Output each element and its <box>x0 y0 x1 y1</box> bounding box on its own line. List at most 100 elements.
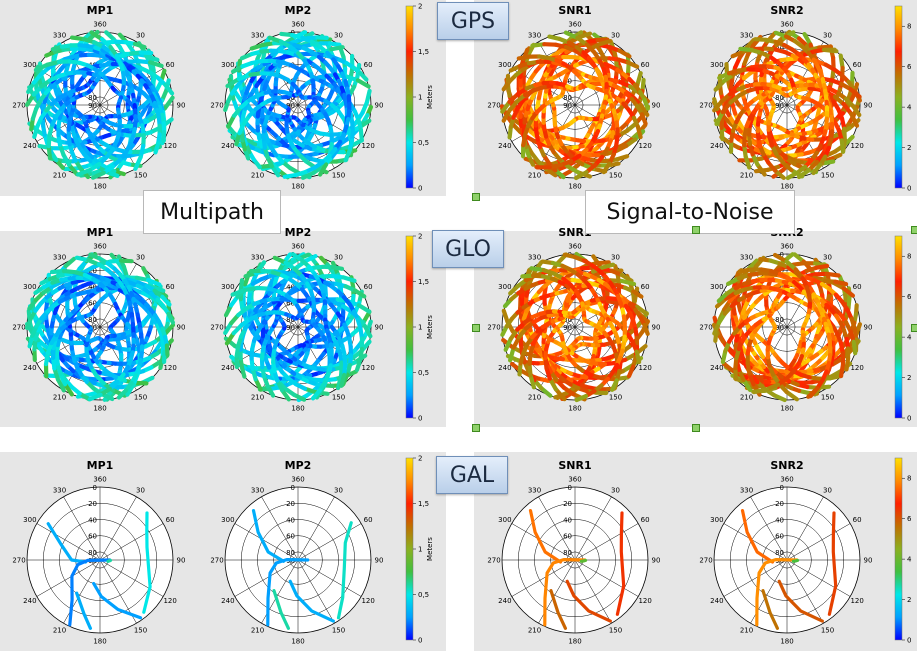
radial-tick-label: 60 <box>88 300 97 308</box>
azimuth-spoke <box>99 263 137 328</box>
azimuth-tick-label: 60 <box>166 283 175 291</box>
azimuth-tick-label: 150 <box>609 172 622 180</box>
satellite-track-segment <box>163 95 175 111</box>
skyplot-gps-snr1: SNR1360306090120150180210240270300330908… <box>487 4 660 191</box>
radial-tick-label: 80 <box>563 94 572 102</box>
satellite-track-segment <box>817 44 834 50</box>
azimuth-tick-label: 120 <box>361 364 374 372</box>
azimuth-tick-label: 270 <box>210 324 223 332</box>
azimuth-tick-label: 360 <box>568 243 581 251</box>
radial-tick-label: 80 <box>88 94 97 102</box>
skyplot-glo-mp1: MP13603060901201501802102402703003309080… <box>12 226 185 413</box>
azimuth-tick-label: 270 <box>487 102 500 110</box>
azimuth-tick-label: 360 <box>780 21 793 29</box>
azimuth-tick-label: 90 <box>375 324 384 332</box>
satellite-track-segment <box>811 162 823 176</box>
radial-tick-label: 60 <box>286 300 295 308</box>
azimuth-tick-label: 270 <box>699 102 712 110</box>
satellite-track-segment <box>785 170 800 181</box>
azimuth-tick-label: 120 <box>163 364 176 372</box>
plot-title: SNR2 <box>770 4 803 17</box>
center-gap <box>446 0 474 651</box>
satellite-track-segment <box>601 161 612 175</box>
azimuth-tick-label: 150 <box>821 394 834 402</box>
azimuth-tick-label: 60 <box>641 61 650 69</box>
radial-tick-label: 90 <box>286 102 295 110</box>
satellite-track-segment <box>635 70 643 88</box>
satellite-track-segment <box>634 349 642 365</box>
azimuth-tick-label: 240 <box>23 364 36 372</box>
satellite-track-segment <box>149 284 166 293</box>
colorbar-tick-label: 0 <box>907 185 911 193</box>
satellite-track-segment <box>358 70 369 82</box>
azimuth-tick-label: 150 <box>332 394 345 402</box>
azimuth-tick-label: 360 <box>93 21 106 29</box>
satellite-track-segment <box>358 127 364 143</box>
azimuth-tick-label: 180 <box>568 183 581 191</box>
satellite-track-segment <box>594 260 611 266</box>
satellite-track-segment <box>132 41 147 50</box>
satellite-track-segment <box>315 35 329 41</box>
satellite-track-segment <box>133 155 143 171</box>
satellite-track-segment <box>143 53 160 63</box>
colorbar-tick-label: 2 <box>418 3 422 11</box>
radial-tick-label: 60 <box>775 78 784 86</box>
radial-tick-label: 90 <box>775 102 784 110</box>
azimuth-tick-label: 240 <box>710 364 723 372</box>
satellite-track-segment <box>147 60 164 69</box>
colorbar-tick-label: 0 <box>418 415 422 423</box>
satellite-track-segment <box>619 278 637 287</box>
satellite-track-segment <box>87 392 103 402</box>
azimuth-tick-label: 150 <box>821 172 834 180</box>
satellite-track-segment <box>839 138 846 154</box>
azimuth-tick-label: 90 <box>375 102 384 110</box>
azimuth-tick-label: 150 <box>134 394 147 402</box>
satellite-track-segment <box>577 31 593 40</box>
azimuth-tick-label: 120 <box>638 142 651 150</box>
azimuth-tick-label: 270 <box>12 324 25 332</box>
satellite-track-segment <box>75 168 92 177</box>
colorbar-tick-label: 0 <box>418 185 422 193</box>
azimuth-tick-label: 60 <box>364 283 373 291</box>
azimuth-spoke <box>574 104 639 142</box>
azimuth-spoke <box>538 41 576 106</box>
colorbar <box>405 235 414 419</box>
radial-tick-label: 90 <box>563 324 572 332</box>
azimuth-tick-label: 300 <box>710 283 723 291</box>
azimuth-tick-label: 300 <box>498 61 511 69</box>
azimuth-tick-label: 300 <box>498 283 511 291</box>
azimuth-tick-label: 330 <box>528 31 541 39</box>
azimuth-tick-label: 180 <box>568 405 581 413</box>
colorbar-tick-label: 2 <box>418 233 422 241</box>
azimuth-tick-label: 60 <box>364 61 373 69</box>
radial-tick-label: 90 <box>88 102 97 110</box>
satellite-track-segment <box>355 78 371 89</box>
azimuth-tick-label: 60 <box>641 283 650 291</box>
satellite-track-segment <box>617 48 632 59</box>
radial-tick-label: 80 <box>775 316 784 324</box>
azimuth-tick-label: 30 <box>823 253 832 261</box>
skyplot-glo-snr1: SNR1360306090120150180210240270300330908… <box>487 226 660 413</box>
azimuth-tick-label: 240 <box>498 142 511 150</box>
azimuth-tick-label: 30 <box>334 31 343 39</box>
azimuth-tick-label: 90 <box>864 102 873 110</box>
skyplot-gps-snr2: SNR2360306090120150180210240270300330908… <box>699 4 912 193</box>
azimuth-tick-label: 180 <box>93 405 106 413</box>
colorbar-label: Meters <box>426 85 434 109</box>
colorbar-tick-label: 2 <box>907 144 911 152</box>
colorbar-label: Meters <box>426 315 434 339</box>
skyplot-gps-mp2: MP23603060901201501802102402703003309080… <box>210 3 434 193</box>
satellite-track-segment <box>138 50 154 56</box>
azimuth-tick-label: 180 <box>780 405 793 413</box>
azimuth-tick-label: 30 <box>611 31 620 39</box>
azimuth-tick-label: 210 <box>528 394 541 402</box>
satellite-track-segment <box>796 168 812 180</box>
azimuth-tick-label: 360 <box>291 21 304 29</box>
satellite-track-segment <box>327 41 342 47</box>
azimuth-tick-label: 60 <box>853 283 862 291</box>
plot-title: MP1 <box>87 226 114 239</box>
azimuth-tick-label: 330 <box>53 253 66 261</box>
azimuth-tick-label: 60 <box>853 61 862 69</box>
azimuth-tick-label: 180 <box>93 183 106 191</box>
